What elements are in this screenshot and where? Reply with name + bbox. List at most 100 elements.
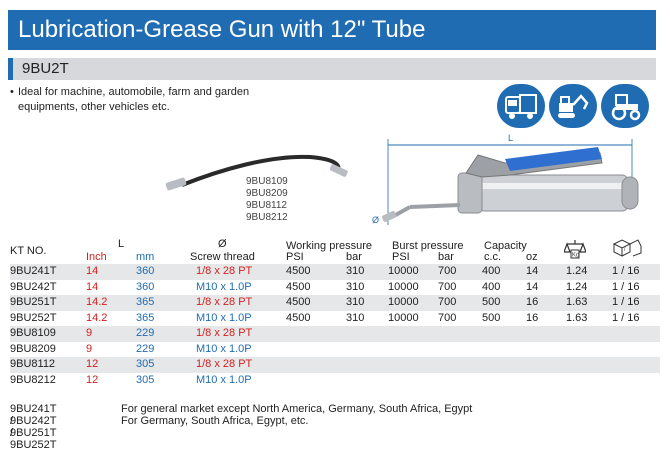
cell-wbar: 310 [346, 296, 365, 308]
barrel-illustration [477, 174, 629, 212]
cell-inch: 9 [86, 342, 93, 355]
header-diameter: Ø [218, 238, 227, 250]
length-label: L [508, 133, 513, 143]
header-inch: Inch [86, 251, 107, 263]
header-burst-psi: PSI [392, 251, 410, 263]
table-row: 9BU8209 9 229 M10 x 1.0P [10, 342, 660, 358]
carton-icon: / [612, 238, 642, 261]
table-row: 9BU8109 9 229 1/8 x 28 PT [10, 326, 660, 342]
cell-inch: 14 [86, 265, 99, 277]
table-row: 9BU251T 14.2 365 1/8 x 28 PT 4500 310 10000 700… [10, 295, 660, 311]
cell-bpsi: 10000 [388, 280, 419, 293]
header-burst-pressure: Burst pressure [392, 240, 464, 252]
table-header: KT NO. L Inch mm Ø Screw thread Working … [10, 238, 660, 264]
model-accent [8, 58, 13, 80]
cell-kg: 1.63 [566, 296, 588, 308]
truck-icon [497, 84, 545, 128]
header-capacity: Capacity [484, 240, 527, 252]
cell-thread: M10 x 1.0P [196, 342, 252, 355]
cell-wbar: 310 [346, 265, 365, 277]
cell-bpsi: 10000 [388, 311, 419, 324]
cell-inch: 12 [86, 358, 99, 370]
table-row: 9BU252T 14.2 365 M10 x 1.0P 4500 310 10000 700 5… [10, 311, 660, 327]
cell-wbar: 310 [346, 311, 365, 324]
svg-text:/: / [624, 247, 626, 253]
cell-wpsi: 4500 [286, 280, 311, 293]
cell-mm: 365 [136, 296, 155, 308]
cell-inch: 14 [86, 280, 99, 293]
cell-oz: 14 [526, 280, 539, 293]
cell-kg: 1.24 [566, 265, 588, 277]
table-row: 9BU241T 14 360 1/8 x 28 PT 4500 310 10000 700 40… [10, 264, 660, 280]
product-description: • Ideal for machine, automobile, farm and… [10, 85, 300, 115]
footnote-models: 9BU242T / 9BU252T [10, 415, 57, 451]
cell-bbar: 700 [438, 311, 457, 324]
header-mm: mm [136, 251, 155, 263]
cell-mm: 360 [136, 265, 155, 277]
excavator-icon [549, 84, 597, 128]
cell-thread: 1/8 x 28 PT [196, 296, 253, 308]
footnote-text: For general market except North America,… [121, 403, 473, 415]
cell-kt: 9BU8109 [10, 327, 56, 339]
model-bar: 9BU2T [8, 58, 656, 80]
cell-mm: 305 [136, 358, 155, 370]
tractor-icon [601, 84, 649, 128]
header-kt-no: KT NO. [10, 245, 47, 257]
usage-icons [497, 84, 649, 128]
cell-bbar: 700 [438, 265, 457, 277]
cell-wpsi: 4500 [286, 311, 311, 324]
cell-oz: 16 [526, 296, 539, 308]
header-working-psi: PSI [286, 251, 304, 263]
cell-kt: 9BU251T [10, 296, 57, 308]
footnote-text: For Germany, South Africa, Egypt, etc. [121, 415, 309, 427]
cell-pack: 1 / 16 [612, 311, 640, 324]
table-row: 9BU8212 12 305 M10 x 1.0P [10, 373, 660, 389]
spec-table: KT NO. L Inch mm Ø Screw thread Working … [10, 238, 660, 388]
cell-cc: 500 [482, 311, 501, 324]
cell-pack: 1 / 16 [612, 296, 640, 308]
grease-gun-drawing: L Ø [165, 133, 639, 225]
cell-bpsi: 10000 [388, 296, 419, 308]
cell-inch: 12 [86, 373, 99, 386]
page-title: Lubrication-Grease Gun with 12" Tube [8, 10, 656, 50]
hose-code-list: 9BU8109 9BU8209 9BU8112 9BU8212 [246, 176, 288, 224]
cell-inch: 9 [86, 327, 93, 339]
cell-oz: 16 [526, 311, 539, 324]
cell-cc: 500 [482, 296, 501, 308]
lever-grip [505, 147, 602, 171]
cell-oz: 14 [526, 265, 539, 277]
cell-kt: 9BU252T [10, 311, 57, 324]
cell-kt: 9BU8112 [10, 358, 56, 370]
hose-code: 9BU8209 [246, 188, 288, 199]
header-working-pressure: Working pressure [286, 240, 372, 252]
cell-thread: 1/8 x 28 PT [196, 265, 253, 277]
cell-thread: 1/8 x 28 PT [196, 327, 253, 339]
cell-bpsi: 10000 [388, 265, 419, 277]
table-row: 9BU8112 12 305 1/8 x 28 PT [10, 357, 660, 373]
cell-bbar: 700 [438, 296, 457, 308]
header-screw-thread: Screw thread [190, 251, 255, 263]
cell-thread: M10 x 1.0P [196, 373, 252, 386]
footnote-models: 9BU241T / 9BU251T [10, 403, 57, 439]
cell-pack: 1 / 16 [612, 280, 640, 293]
cell-mm: 229 [136, 327, 155, 339]
kg-weight-icon: Kg [563, 238, 587, 263]
header-burst-bar: bar [438, 251, 454, 263]
cell-wpsi: 4500 [286, 265, 311, 277]
hose-coupler [165, 177, 187, 191]
cell-kt: 9BU8209 [10, 342, 56, 355]
cell-mm: 305 [136, 373, 155, 386]
cell-thread: M10 x 1.0P [196, 311, 252, 324]
cell-kg: 1.24 [566, 280, 588, 293]
table-row: 9BU242T 14 360 M10 x 1.0P 4500 310 10000 700 400… [10, 280, 660, 296]
cell-mm: 229 [136, 342, 155, 355]
cell-mm: 365 [136, 311, 155, 324]
hose-code: 9BU8112 [246, 200, 287, 211]
description-line-1: Ideal for machine, automobile, farm and … [18, 86, 250, 98]
cell-wbar: 310 [346, 280, 365, 293]
cell-kg: 1.63 [566, 311, 588, 324]
hose-code: 9BU8212 [246, 212, 288, 223]
cell-kt: 9BU8212 [10, 373, 56, 386]
cell-pack: 1 / 16 [612, 265, 640, 277]
description-line-2: equipments, other vehicles etc. [18, 101, 170, 113]
